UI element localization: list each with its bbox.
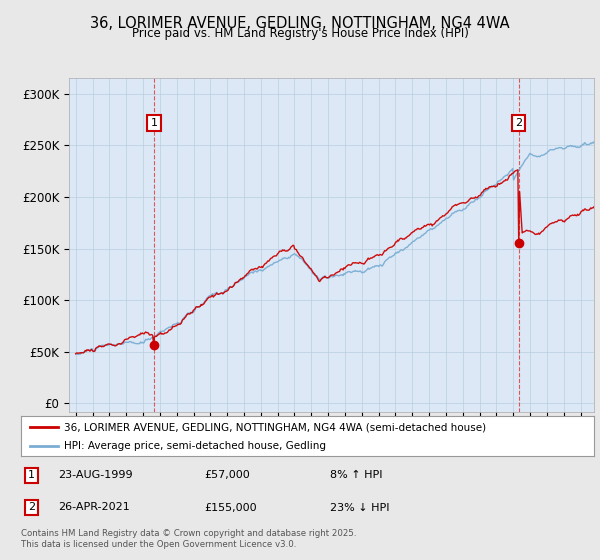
Text: 2: 2 <box>28 502 35 512</box>
Text: HPI: Average price, semi-detached house, Gedling: HPI: Average price, semi-detached house,… <box>64 441 326 451</box>
Text: £57,000: £57,000 <box>205 470 250 480</box>
Text: 23-AUG-1999: 23-AUG-1999 <box>58 470 133 480</box>
Text: 8% ↑ HPI: 8% ↑ HPI <box>331 470 383 480</box>
Text: Contains HM Land Registry data © Crown copyright and database right 2025.
This d: Contains HM Land Registry data © Crown c… <box>21 529 356 549</box>
Text: 36, LORIMER AVENUE, GEDLING, NOTTINGHAM, NG4 4WA: 36, LORIMER AVENUE, GEDLING, NOTTINGHAM,… <box>90 16 510 31</box>
Text: 26-APR-2021: 26-APR-2021 <box>58 502 130 512</box>
Text: 1: 1 <box>151 118 157 128</box>
Text: 2: 2 <box>515 118 522 128</box>
Text: 36, LORIMER AVENUE, GEDLING, NOTTINGHAM, NG4 4WA (semi-detached house): 36, LORIMER AVENUE, GEDLING, NOTTINGHAM,… <box>64 422 486 432</box>
Text: 23% ↓ HPI: 23% ↓ HPI <box>331 502 390 512</box>
Text: £155,000: £155,000 <box>205 502 257 512</box>
Text: Price paid vs. HM Land Registry's House Price Index (HPI): Price paid vs. HM Land Registry's House … <box>131 27 469 40</box>
Text: 1: 1 <box>28 470 35 480</box>
